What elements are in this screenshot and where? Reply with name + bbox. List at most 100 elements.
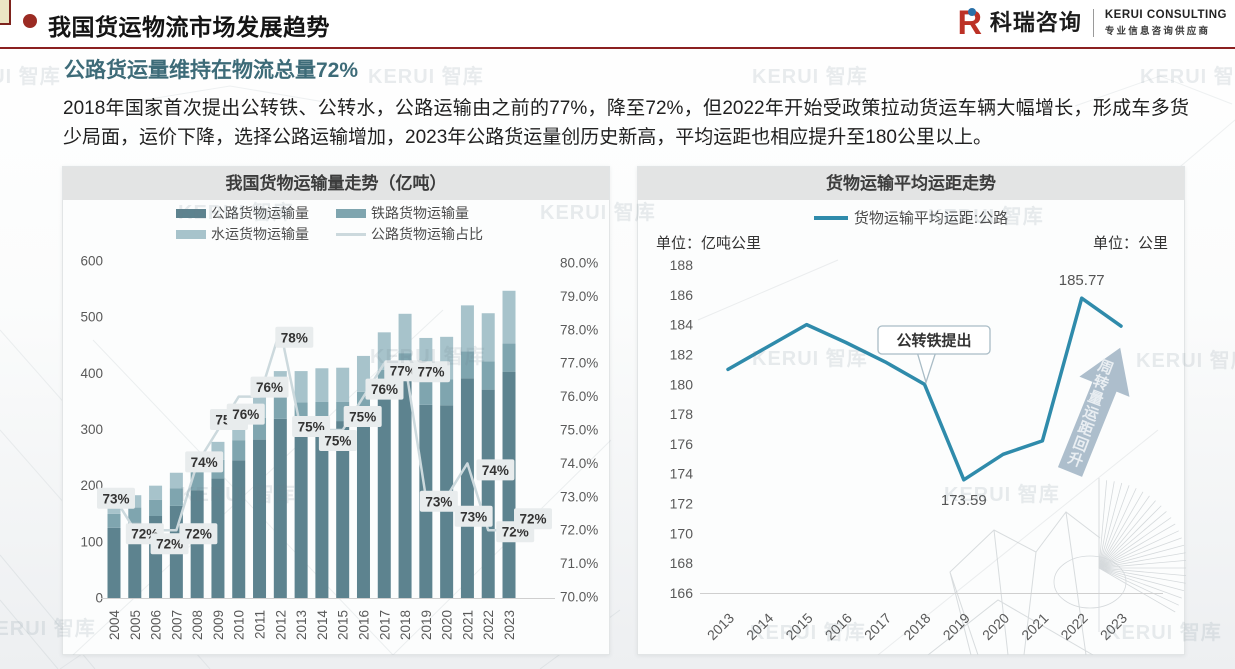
svg-text:70.0%: 70.0% <box>560 590 598 605</box>
svg-text:运: 运 <box>1081 403 1101 424</box>
svg-text:73.0%: 73.0% <box>560 489 598 504</box>
svg-text:188: 188 <box>670 257 694 273</box>
svg-text:2014: 2014 <box>315 610 330 641</box>
logo-divider <box>1092 9 1094 37</box>
legend-label: 公路货物运输占比 <box>371 226 483 242</box>
logo-dot-icon <box>967 8 976 16</box>
svg-text:2005: 2005 <box>128 610 143 640</box>
logo-company-name-en: KERUI CONSULTING 专业信息咨询供应商 <box>1105 9 1227 37</box>
svg-text:71.0%: 71.0% <box>560 556 598 571</box>
svg-text:170: 170 <box>670 525 694 541</box>
average-distance-legend: 货物运输平均运距:公路 <box>638 207 1184 228</box>
title-bullet-icon <box>23 14 37 28</box>
svg-text:2022: 2022 <box>481 610 496 640</box>
svg-text:300: 300 <box>80 422 103 437</box>
svg-text:79.0%: 79.0% <box>560 289 598 304</box>
svg-text:2020: 2020 <box>979 610 1012 643</box>
legend-line-swatch <box>813 215 848 220</box>
page-title: 我国货运物流市场发展趋势 <box>48 14 330 40</box>
svg-text:距: 距 <box>1076 419 1096 440</box>
panel-body-freight-volume: 公路货物运输量 铁路货物运输量 水运货物运输量 公路货物运输占比 0 100 200 300… <box>63 200 611 655</box>
svg-text:74%: 74% <box>191 455 218 470</box>
svg-text:73%: 73% <box>460 509 487 524</box>
logo-en-line: KERUI CONSULTING <box>1104 9 1227 21</box>
svg-text:2022: 2022 <box>1057 610 1090 643</box>
corner-tab-decoration <box>0 0 11 25</box>
legend-swatch <box>176 229 206 239</box>
svg-text:2004: 2004 <box>107 610 122 641</box>
svg-text:76%: 76% <box>371 382 398 397</box>
svg-text:72%: 72% <box>519 512 546 527</box>
svg-text:80.0%: 80.0% <box>560 256 598 271</box>
svg-text:172: 172 <box>670 496 694 512</box>
svg-text:0: 0 <box>95 591 103 606</box>
svg-text:400: 400 <box>80 366 103 381</box>
legend-label: 水运货物运输量 <box>211 226 309 242</box>
panel-freight-volume: 我国货物运输量走势（亿吨） 公路货物运输量 铁路货物运输量 水运货物运输量 公路货物运… <box>62 166 611 655</box>
legend-row: 水运货物运输量 公路货物运输占比 <box>176 224 496 244</box>
svg-text:周: 周 <box>1096 357 1116 378</box>
svg-text:166: 166 <box>670 585 694 601</box>
logo-company-name-cn: 科瑞咨询 <box>989 10 1082 35</box>
freight-volume-chart: 010020030040050060070.0%71.0%72.0%73.0%7… <box>72 254 611 655</box>
svg-text:74.0%: 74.0% <box>560 456 598 471</box>
svg-text:75%: 75% <box>349 410 376 425</box>
svg-text:升: 升 <box>1066 450 1086 471</box>
svg-text:公转铁提出: 公转铁提出 <box>896 332 971 350</box>
svg-text:2023: 2023 <box>1097 610 1130 643</box>
svg-text:2016: 2016 <box>356 610 371 640</box>
legend-item: 铁路货物运输量 <box>336 203 496 223</box>
svg-text:100: 100 <box>80 534 103 549</box>
svg-text:2018: 2018 <box>398 610 413 640</box>
average-distance-chart: 166 168 170 172 174 176 178 180 182 184 186 188 2013… <box>670 257 1186 655</box>
svg-text:2020: 2020 <box>440 610 455 640</box>
svg-text:77%: 77% <box>390 364 417 379</box>
svg-text:2007: 2007 <box>169 610 184 640</box>
svg-text:78.0%: 78.0% <box>560 322 598 337</box>
svg-text:73%: 73% <box>102 491 129 506</box>
legend-label: 铁路货物运输量 <box>371 205 469 221</box>
svg-text:2012: 2012 <box>273 610 288 640</box>
svg-text:2009: 2009 <box>211 610 226 640</box>
svg-text:2008: 2008 <box>190 610 205 640</box>
svg-text:180: 180 <box>670 376 694 392</box>
svg-text:72.0%: 72.0% <box>560 523 598 538</box>
svg-text:184: 184 <box>670 317 694 333</box>
svg-text:77.0%: 77.0% <box>560 356 598 371</box>
svg-text:量: 量 <box>1086 388 1106 409</box>
svg-text:2017: 2017 <box>861 610 894 643</box>
svg-text:78%: 78% <box>281 330 308 345</box>
svg-text:173.59: 173.59 <box>941 492 987 509</box>
svg-text:75.0%: 75.0% <box>560 423 598 438</box>
section-subtitle: 公路货运量维持在物流总量72% <box>64 59 359 82</box>
svg-text:2010: 2010 <box>232 610 247 640</box>
svg-text:2013: 2013 <box>294 610 309 640</box>
legend-label: 货物运输平均运距:公路 <box>853 210 1009 227</box>
svg-text:74%: 74% <box>482 463 509 478</box>
freight-volume-legend: 公路货物运输量 铁路货物运输量水运货物运输量 公路货物运输占比 <box>63 203 609 244</box>
panel-body-average-distance: 货物运输平均运距:公路 单位：亿吨公里 单位：公里 166 168 170 172 17… <box>638 200 1186 655</box>
svg-text:2021: 2021 <box>460 610 475 640</box>
company-logo: R 科瑞咨询 KERUI CONSULTING 专业信息咨询供应商 <box>955 5 1227 41</box>
legend-swatch <box>336 208 366 218</box>
svg-text:76%: 76% <box>232 407 259 422</box>
svg-text:168: 168 <box>670 555 694 571</box>
legend-item: 公路货物运输量 <box>176 203 336 223</box>
svg-text:75%: 75% <box>324 434 351 449</box>
svg-text:2023: 2023 <box>502 610 517 640</box>
svg-text:2015: 2015 <box>782 610 815 643</box>
svg-text:回: 回 <box>1071 434 1091 455</box>
intro-paragraph: 2018年国家首次提出公转铁、公转水，公路运输由之前的77%，降至72%，但20… <box>63 98 1189 149</box>
unit-label-right: 单位：公里 <box>1092 235 1168 252</box>
svg-text:72%: 72% <box>156 537 183 552</box>
svg-text:2015: 2015 <box>336 610 351 640</box>
svg-text:600: 600 <box>80 254 103 269</box>
svg-text:77%: 77% <box>418 365 445 380</box>
legend-item: 水运货物运输量 <box>176 224 336 244</box>
logo-tagline: 专业信息咨询供应商 <box>1104 26 1211 37</box>
svg-text:182: 182 <box>670 346 694 362</box>
svg-text:2016: 2016 <box>822 610 855 643</box>
svg-text:76.0%: 76.0% <box>560 389 598 404</box>
legend-swatch <box>176 208 206 218</box>
